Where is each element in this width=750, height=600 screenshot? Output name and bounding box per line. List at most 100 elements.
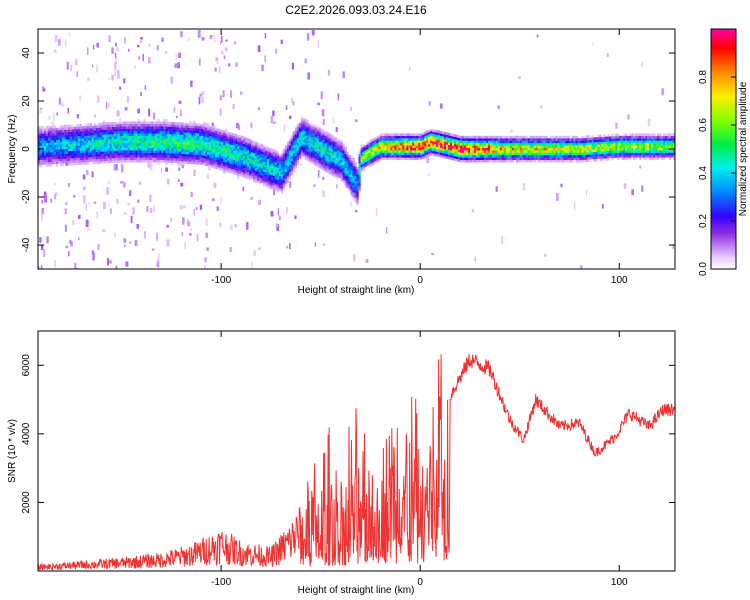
spectrogram-cell: [505, 138, 508, 141]
spectrogram-cell: [306, 139, 309, 142]
spectrogram-cell: [91, 152, 94, 155]
spectrogram-cell: [579, 155, 582, 158]
spectrogram-cell: [495, 135, 498, 139]
spectrogram-cell: [358, 175, 361, 178]
spectrogram-cell: [247, 167, 250, 170]
spectrogram-cell: [631, 155, 634, 158]
spectrogram-cell: [462, 157, 465, 160]
spectrogram-cell: [121, 157, 124, 160]
spectrogram-cell: [99, 141, 102, 145]
spectrogram-cell: [366, 156, 369, 159]
spectrogram-cell: [346, 156, 349, 160]
spectrogram-cell: [525, 140, 528, 144]
spectrogram-cell: [605, 148, 608, 152]
spectrogram-cell: [179, 129, 182, 133]
spectrogram-cell: [99, 156, 102, 159]
spectrogram-cell: [71, 148, 74, 151]
spectrogram-cell: [209, 155, 212, 158]
spectrogram-cell: [382, 145, 385, 148]
spectrogram-cell: [107, 136, 110, 140]
spectrogram-cell: [434, 146, 437, 149]
spectrogram-cell: [669, 150, 672, 153]
spectrogram-cell: [456, 151, 459, 155]
spectrogram-cell: [81, 140, 84, 144]
spectrogram-cell: [237, 146, 240, 150]
spectrogram-cell: [533, 152, 536, 156]
spectrogram-cell: [77, 126, 80, 129]
spectrogram-cell: [215, 144, 218, 148]
spectrogram-cell: [563, 135, 566, 139]
spectrogram-cell: [597, 141, 600, 145]
spectrogram-cell: [310, 129, 313, 133]
spectrogram-cell: [603, 134, 606, 137]
spectrogram-cell: [129, 135, 132, 139]
spectrogram-cell: [477, 150, 481, 153]
spectrogram-cell: [302, 144, 305, 147]
spectrogram-cell: [159, 157, 162, 160]
spectrogram-cell: [454, 136, 457, 140]
spectrogram-cell: [651, 147, 654, 151]
spectrogram-cell: [561, 135, 564, 139]
spectrogram-cell: [376, 157, 379, 160]
spectrogram-cell: [483, 138, 487, 141]
spectrogram-cell: [483, 155, 487, 158]
spectrogram-cell: [410, 138, 413, 141]
spectrogram-cell: [157, 145, 160, 148]
spectrogram-cell: [51, 125, 55, 129]
spectrogram-cell: [253, 176, 256, 180]
spectrogram-cell: [173, 143, 176, 147]
spectrogram-cell: [219, 143, 222, 147]
spectrogram-cell: [460, 157, 463, 160]
spectrogram-cell: [167, 145, 170, 149]
spectrogram-cell: [332, 164, 335, 168]
spectrogram-cell: [388, 135, 391, 139]
spectrogram-cell: [605, 139, 608, 142]
spectrogram-cell: [573, 155, 576, 158]
spectrogram-cell: [235, 146, 238, 149]
spectrogram-cell: [288, 152, 291, 156]
spectrogram-cell: [509, 157, 512, 160]
spectrogram-cell: [165, 155, 168, 158]
spectrogram-cell: [203, 136, 206, 139]
spectrogram-cell: [205, 149, 208, 152]
spectrogram-cell: [324, 152, 327, 156]
spectrogram-cell: [67, 134, 71, 137]
spectrogram-cell: [555, 138, 558, 141]
spectrogram-cell: [354, 190, 357, 193]
spectrogram-cell: [324, 162, 327, 165]
noise-cell: [177, 179, 180, 182]
spectrogram-cell: [473, 157, 477, 160]
spectrogram-cell: [175, 122, 178, 125]
noise-cell: [592, 42, 594, 46]
spectrogram-cell: [141, 135, 144, 139]
spectrogram-cell: [360, 152, 363, 156]
spectrogram-cell: [422, 156, 425, 159]
spectrogram-cell: [161, 147, 164, 151]
spectrogram-cell: [603, 156, 606, 159]
spectrogram-cell: [434, 148, 437, 152]
spectrogram-cell: [260, 175, 264, 178]
spectrogram-cell: [239, 140, 242, 143]
spectrogram-cell: [75, 155, 78, 158]
spectrogram-cell: [450, 157, 453, 160]
spectrogram-cell: [535, 150, 538, 153]
spectrogram-cell: [288, 140, 291, 144]
spectrogram-cell: [257, 164, 260, 167]
spectrogram-cell: [462, 138, 465, 141]
spectrogram-cell: [609, 155, 612, 159]
spectrogram-cell: [262, 152, 266, 155]
spectrogram-cell: [83, 147, 86, 151]
spectrogram-cell: [264, 165, 268, 168]
spectrogram-cell: [63, 136, 67, 140]
spectrogram-cell: [203, 146, 206, 149]
spectrogram-cell: [153, 126, 156, 129]
spectrogram-cell: [185, 144, 188, 147]
spectrogram-cell: [213, 161, 216, 164]
spectrogram-cell: [48, 135, 51, 138]
spectrogram-cell: [328, 159, 331, 163]
spectrogram-cell: [667, 140, 670, 144]
spectrogram-cell: [63, 151, 67, 154]
spectrogram-cell: [322, 132, 325, 135]
y-tick-label: 4000: [21, 422, 32, 445]
spectrogram-cell: [213, 144, 216, 147]
